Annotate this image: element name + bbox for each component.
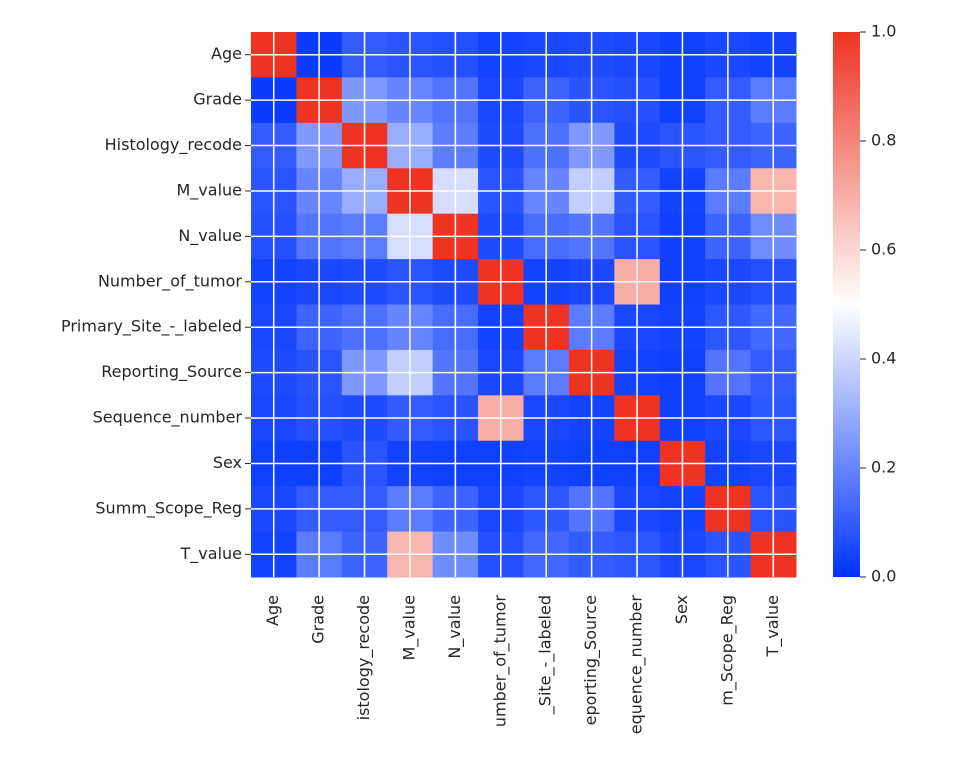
y-tick-label: Reporting_Source <box>101 362 242 382</box>
x-tick-label: M_value <box>399 595 419 661</box>
colorbar-tick-label: 0.8 <box>871 131 896 150</box>
x-tick-label: Grade <box>309 595 328 644</box>
colorbar-tick-label: 0.6 <box>871 240 896 259</box>
y-tick-label: Sequence_number <box>93 408 243 428</box>
y-tick-label: Summ_Scope_Reg <box>95 498 242 518</box>
colorbar-tick-label: 1.0 <box>871 22 896 41</box>
y-tick-label: Histology_recode <box>105 135 242 155</box>
y-tick-label: T_value <box>180 544 242 564</box>
x-tick-label: umber_of_tumor <box>490 595 510 728</box>
x-tick-label: istology_recode <box>354 595 374 720</box>
colorbar-tick-label: 0.0 <box>871 567 896 586</box>
y-tick-label: M_value <box>176 180 242 200</box>
colorbar: 0.0 0.2 0.4 0.6 0.8 1.0 <box>833 22 896 586</box>
x-tick-label: equence_number <box>627 595 647 735</box>
x-tick-label: eporting_Source <box>581 595 601 725</box>
x-tick-labels: Age Grade istology_recode M_value N_value umb… <box>263 595 783 735</box>
y-tick-label: N_value <box>178 226 242 246</box>
colorbar-gradient <box>833 32 860 577</box>
colorbar-tick-label: 0.2 <box>871 458 896 477</box>
x-tick-label: Sex <box>672 595 691 624</box>
y-tick-labels: Age Grade Histology_recode M_value N_value Nu… <box>61 44 251 564</box>
heatmap-cells <box>251 32 797 578</box>
y-tick-label: Primary_Site_-_labeled <box>61 317 242 337</box>
x-tick-label: T_value <box>763 595 783 657</box>
x-tick-label: _Site_-_labeled <box>536 595 556 715</box>
colorbar-ticks: 0.0 0.2 0.4 0.6 0.8 1.0 <box>860 22 896 586</box>
colorbar-tick-label: 0.4 <box>871 349 896 368</box>
x-tick-label: N_value <box>445 595 465 659</box>
y-tick-label: Sex <box>213 453 242 472</box>
y-tick-label: Grade <box>193 90 242 109</box>
heatmap-grid <box>251 32 796 577</box>
x-tick-label: Age <box>263 595 282 626</box>
y-tick-label: Number_of_tumor <box>98 271 242 291</box>
x-tick-label: m_Scope_Reg <box>717 595 737 706</box>
y-tick-label: Age <box>211 44 242 63</box>
